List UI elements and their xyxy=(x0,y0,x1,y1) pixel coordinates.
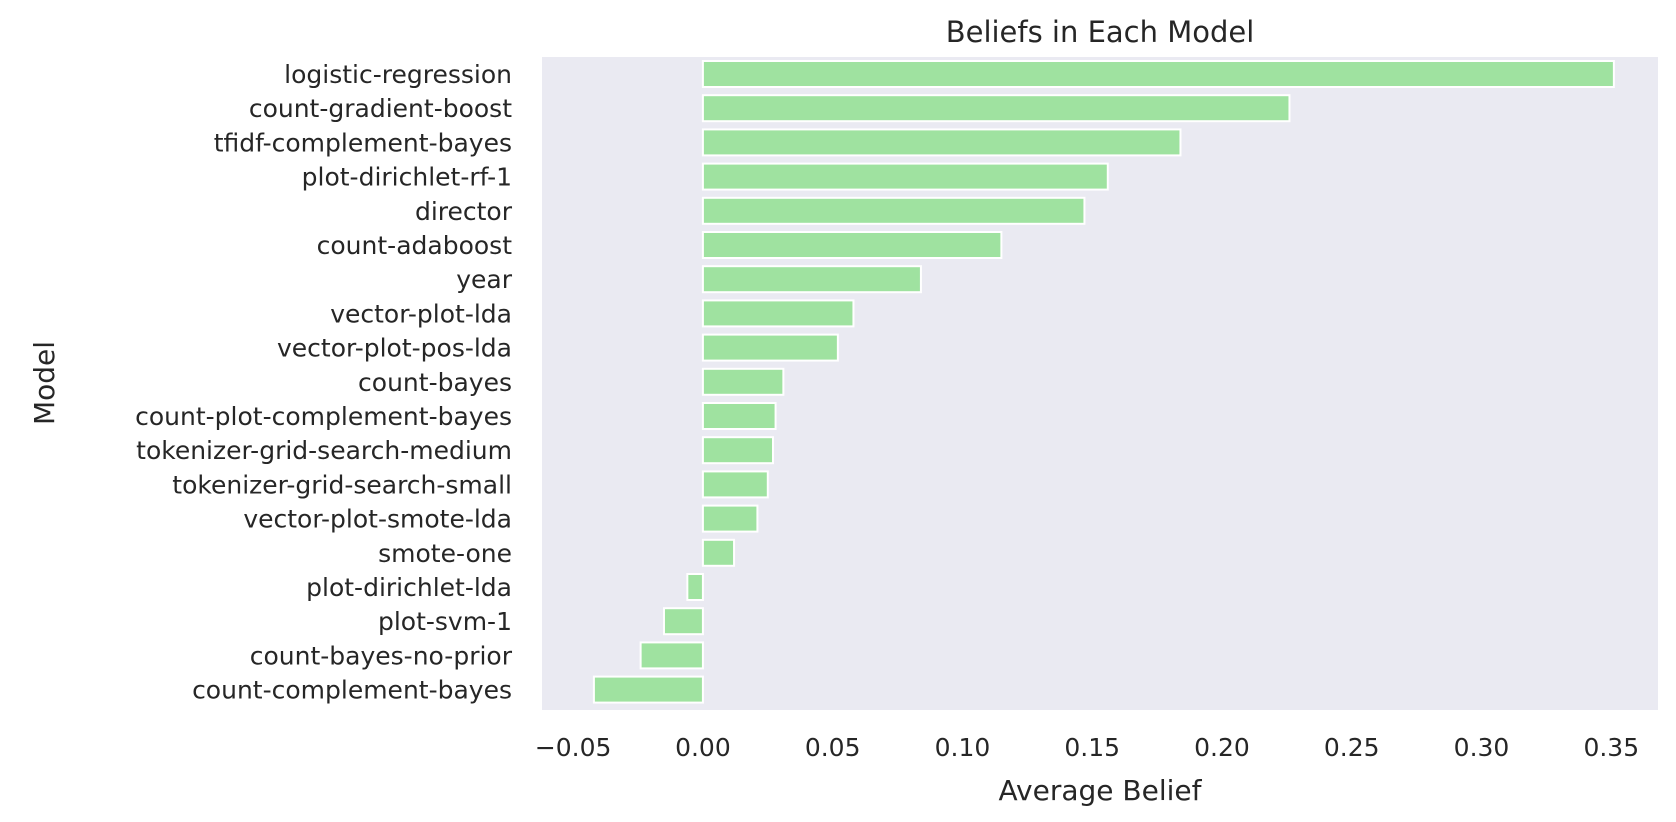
category-label: count-bayes-no-prior xyxy=(250,641,513,670)
y-axis-title: Model xyxy=(28,341,61,425)
category-label: plot-dirichlet-lda xyxy=(306,573,512,602)
x-axis-title: Average Belief xyxy=(999,774,1203,807)
bar xyxy=(701,196,1086,225)
bar xyxy=(701,231,1003,259)
bar xyxy=(701,470,769,499)
bar xyxy=(686,573,704,601)
bar xyxy=(701,367,785,396)
x-tick-label: 0.10 xyxy=(935,733,991,762)
category-label: tokenizer-grid-search-medium xyxy=(136,436,512,465)
category-label: tfidf-complement-bayes xyxy=(214,128,512,157)
bar xyxy=(701,436,774,465)
x-tick-label: 0.00 xyxy=(675,733,731,762)
category-label: smote-one xyxy=(378,539,512,568)
x-tick-label: 0.20 xyxy=(1194,733,1250,762)
x-tick-label: 0.25 xyxy=(1324,733,1380,762)
bar xyxy=(701,60,1615,88)
category-label: count-gradient-boost xyxy=(249,94,512,123)
x-tick-label: −0.05 xyxy=(535,733,612,762)
category-label: plot-svm-1 xyxy=(378,607,512,636)
category-labels-group: logistic-regression count-gradient-boost t… xyxy=(135,60,513,705)
bar xyxy=(701,162,1109,191)
bars-group xyxy=(592,60,1615,704)
category-label: director xyxy=(415,197,513,226)
bar xyxy=(701,402,777,430)
category-label: year xyxy=(456,265,512,294)
category-label: vector-plot-lda xyxy=(330,299,512,328)
x-tick-label: 0.30 xyxy=(1454,733,1510,762)
bar xyxy=(639,641,704,670)
category-label: vector-plot-smote-lda xyxy=(243,505,512,534)
x-tick-label: 0.35 xyxy=(1583,733,1639,762)
category-label: logistic-regression xyxy=(284,60,512,89)
category-label: count-complement-bayes xyxy=(192,676,512,705)
bar xyxy=(662,607,704,636)
bar xyxy=(592,675,704,704)
bar xyxy=(701,265,922,294)
x-tick-label: 0.05 xyxy=(805,733,861,762)
bar xyxy=(701,504,759,533)
category-label: count-bayes xyxy=(358,368,512,397)
category-label: count-adaboost xyxy=(317,231,513,260)
bar xyxy=(701,128,1182,157)
category-label: vector-plot-pos-lda xyxy=(277,334,512,363)
category-label: tokenizer-grid-search-small xyxy=(172,470,512,499)
bar xyxy=(701,538,736,567)
bar xyxy=(701,333,839,362)
bar xyxy=(701,299,855,328)
bar xyxy=(701,94,1291,123)
chart-title: Beliefs in Each Model xyxy=(946,15,1255,49)
category-label: plot-dirichlet-rf-1 xyxy=(302,163,512,192)
x-tick-labels-group: −0.05 0.00 0.05 0.10 0.15 0.20 0.25 0.30 0.35 xyxy=(535,733,1639,762)
x-tick-label: 0.15 xyxy=(1064,733,1120,762)
category-label: count-plot-complement-bayes xyxy=(135,402,512,431)
